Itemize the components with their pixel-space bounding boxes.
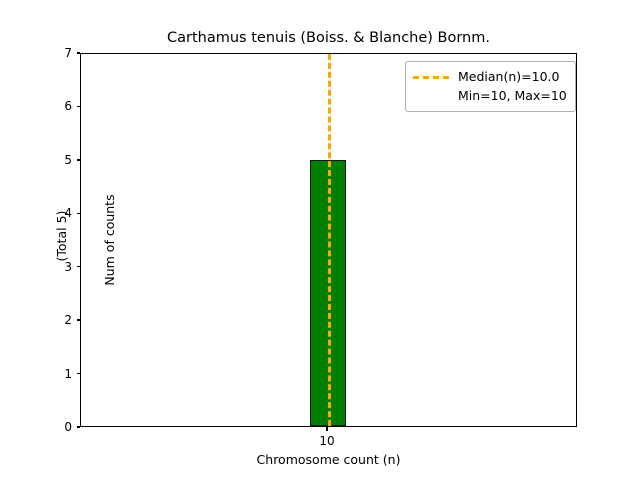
y-tick-label: 4 xyxy=(64,206,72,221)
x-tickmark xyxy=(326,427,328,431)
y-tickmark xyxy=(76,212,80,214)
legend-entry-median: Median(n)=10.0 xyxy=(413,67,567,86)
legend-label-minmax: Min=10, Max=10 xyxy=(458,88,567,103)
legend-entry-minmax: Min=10, Max=10 xyxy=(413,86,567,105)
y-tickmark xyxy=(76,266,80,268)
y-tickmark xyxy=(76,159,80,161)
y-tick-label: 3 xyxy=(64,259,72,274)
x-axis: 10 xyxy=(80,427,577,467)
y-axis-title: (Total 5) Num of counts xyxy=(22,140,150,340)
y-tick-label: 2 xyxy=(64,313,72,328)
plot-inner xyxy=(81,54,576,426)
plot-area xyxy=(80,53,577,427)
y-axis-title-line1: Num of counts xyxy=(102,194,117,286)
y-tickmark xyxy=(76,105,80,108)
y-tickmark xyxy=(76,426,80,428)
legend-label-median: Median(n)=10.0 xyxy=(458,69,560,84)
dashed-line-icon xyxy=(413,70,449,84)
x-tick-label: 10 xyxy=(319,434,335,448)
y-tickmark xyxy=(76,319,80,321)
y-tickmark xyxy=(76,52,80,54)
y-tickmark xyxy=(76,372,80,375)
y-axis: 7 6 5 4 3 2 1 0 xyxy=(0,46,80,434)
y-tick-label: 7 xyxy=(64,46,72,60)
y-tick-label: 5 xyxy=(64,152,72,167)
median-line xyxy=(328,54,331,426)
chart-title: Carthamus tenuis (Boiss. & Blanche) Born… xyxy=(167,30,490,46)
legend: Median(n)=10.0 Min=10, Max=10 xyxy=(405,61,576,112)
y-axis-title-line2: (Total 5) xyxy=(54,210,69,270)
blank-swatch-icon xyxy=(413,89,449,103)
y-tick-label: 1 xyxy=(64,366,72,381)
y-tick-label: 0 xyxy=(64,420,72,434)
y-tick-label: 6 xyxy=(64,99,72,114)
x-axis-title: Chromosome count (n) xyxy=(256,452,401,467)
